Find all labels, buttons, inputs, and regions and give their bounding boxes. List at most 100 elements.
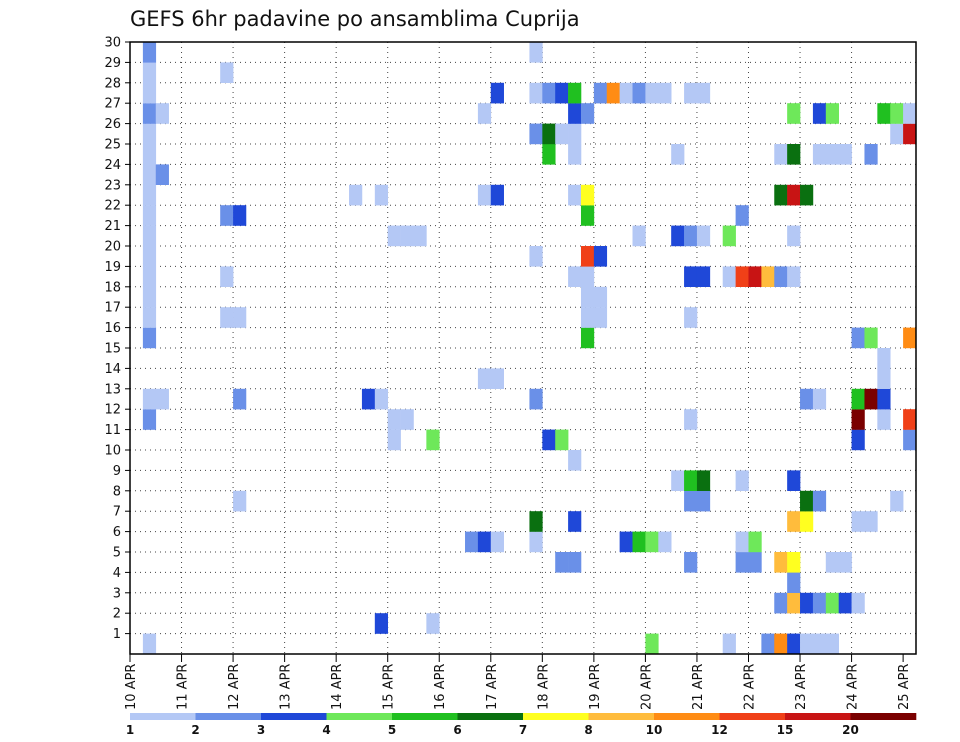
heatmap-cell (890, 123, 904, 145)
heatmap-cell (774, 552, 788, 573)
heatmap-cell (593, 82, 608, 104)
heatmap-cell (374, 388, 389, 410)
heatmap-cell (774, 592, 788, 614)
heatmap-cell (800, 592, 814, 614)
heatmap-cell (568, 552, 582, 573)
heatmap-cell (387, 409, 401, 430)
colorbar-legend: 1 2 3 4 5 6 7 8 10 12 15 20 (126, 713, 917, 737)
heatmap-cell (426, 613, 440, 634)
heatmap-cell (542, 144, 556, 165)
heatmap-cell (800, 184, 814, 206)
heatmap-cell (477, 531, 492, 553)
heatmap-cells (142, 42, 917, 655)
heatmap-cell (696, 225, 711, 247)
heatmap-cell (684, 470, 698, 491)
x-tick-label: 24 APR (846, 664, 861, 710)
heatmap-cell (684, 225, 698, 247)
heatmap-cell (851, 388, 865, 410)
heatmap-cell (142, 266, 157, 287)
heatmap-cell (645, 531, 659, 553)
heatmap-cell (684, 409, 698, 430)
y-tick-label: 11 (104, 423, 121, 438)
heatmap-cell (696, 490, 711, 512)
heatmap-cell (825, 592, 839, 614)
colorbar-label: 10 (646, 723, 663, 737)
heatmap-cell (529, 388, 543, 410)
colorbar-label: 15 (777, 723, 794, 737)
heatmap-cell (142, 225, 157, 247)
heatmap-cell (413, 225, 427, 247)
heatmap-cell (671, 225, 685, 247)
heatmap-cell (787, 633, 801, 655)
heatmap-cell (812, 388, 827, 410)
heatmap-cell (155, 103, 169, 124)
heatmap-cell (684, 552, 698, 573)
y-tick-label: 18 (104, 280, 121, 295)
heatmap-cell (825, 144, 839, 165)
heatmap-cell (748, 552, 762, 573)
x-tick-label: 21 APR (691, 664, 706, 710)
y-tick-label: 13 (104, 382, 121, 397)
colorbar-swatch (588, 713, 655, 720)
heatmap-cell (529, 42, 543, 63)
y-axis-ticks: 1234567891011121314151617181920212223242… (104, 36, 130, 642)
heatmap-cell (787, 552, 801, 573)
colorbar-label: 6 (453, 723, 461, 737)
y-tick-label: 26 (104, 117, 121, 132)
heatmap-cell (838, 592, 852, 614)
heatmap-cell (800, 490, 814, 512)
heatmap-cell (787, 266, 801, 287)
colorbar-swatch (130, 713, 196, 720)
heatmap-cell (568, 82, 582, 104)
heatmap-cell (722, 633, 736, 655)
heatmap-cell (696, 470, 711, 491)
heatmap-cell (593, 246, 608, 267)
heatmap-cell (220, 266, 234, 287)
heatmap-cell (529, 123, 543, 145)
y-tick-label: 27 (104, 97, 121, 112)
heatmap-cell (555, 429, 569, 451)
heatmap-cell (490, 184, 504, 206)
colorbar-swatch (195, 713, 262, 720)
heatmap-cell (568, 511, 582, 532)
colorbar-label: 12 (711, 723, 728, 737)
colorbar-label: 4 (322, 723, 330, 737)
heatmap-cell (142, 103, 157, 124)
x-tick-label: 25 APR (897, 664, 912, 710)
colorbar-swatch (785, 713, 851, 720)
x-tick-label: 16 APR (433, 664, 448, 710)
heatmap-cell (774, 633, 788, 655)
heatmap-cell (658, 82, 672, 104)
y-tick-label: 7 (113, 505, 121, 520)
y-tick-label: 10 (104, 444, 121, 459)
heatmap-cell (735, 552, 749, 573)
heatmap-cell (580, 307, 595, 328)
y-tick-label: 16 (104, 321, 121, 336)
heatmap-cell (142, 307, 157, 328)
heatmap-cell (220, 307, 234, 328)
heatmap-cell (490, 368, 504, 389)
colorbar-swatch (392, 713, 458, 720)
heatmap-cell (529, 531, 543, 553)
heatmap-cell (877, 409, 891, 430)
heatmap-cell (787, 144, 801, 165)
heatmap-cell (555, 82, 569, 104)
y-tick-label: 29 (104, 56, 121, 71)
colorbar-swatch (654, 713, 720, 720)
y-tick-label: 24 (104, 158, 121, 173)
heatmap-cell (529, 246, 543, 267)
y-tick-label: 2 (113, 607, 121, 622)
heatmap-cell (233, 307, 247, 328)
y-tick-label: 4 (113, 566, 121, 581)
heatmap-cell (851, 409, 865, 430)
heatmap-cell (890, 490, 904, 512)
x-axis-ticks: 10 APR 11 APR 12 APR 13 APR 14 APR 15 APR 16 A… (124, 654, 912, 710)
x-tick-label: 23 APR (794, 664, 809, 710)
heatmap-cell (568, 123, 582, 145)
heatmap-cell (568, 184, 582, 206)
heatmap-cell (684, 82, 698, 104)
heatmap-cell (877, 368, 891, 389)
heatmap-cell (632, 531, 646, 553)
heatmap-cell (142, 123, 157, 145)
